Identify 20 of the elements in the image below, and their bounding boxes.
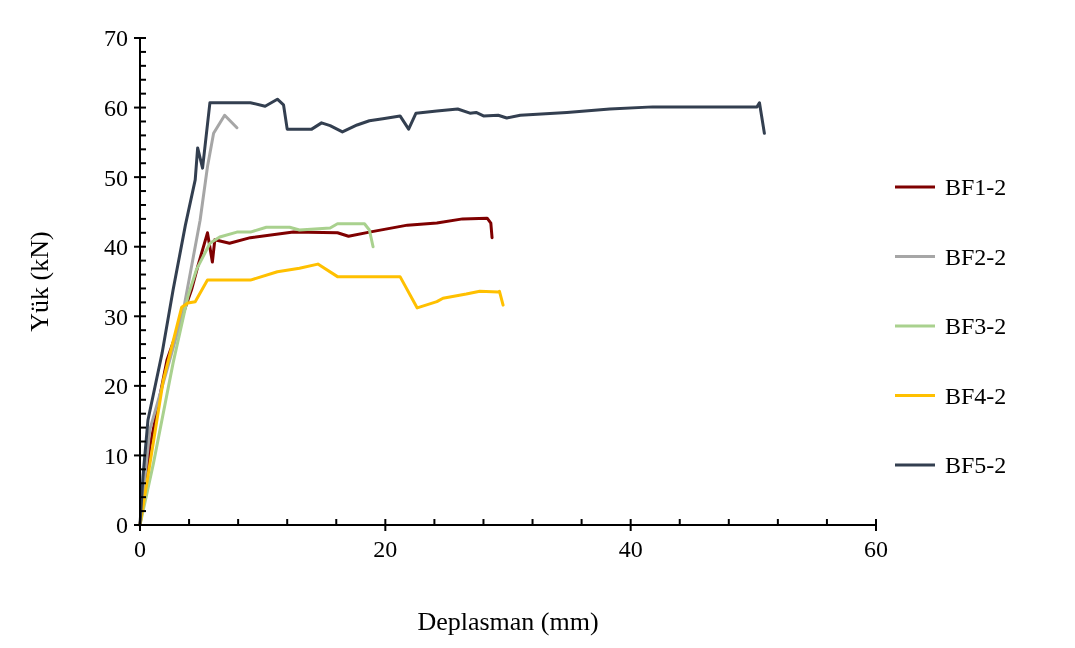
legend-label: BF1-2 [945,174,1007,201]
y-tick-label: 20 [104,373,128,400]
y-tick-label: 60 [104,94,128,121]
y-axis-title: Yük (kN) [25,231,54,332]
y-tick-label: 0 [116,512,128,539]
line-series [138,97,766,527]
y-tick-label: 40 [104,234,128,261]
legend-label: BF4-2 [945,382,1007,409]
x-tick-label: 0 [134,536,146,562]
y-tick-label: 30 [104,303,128,330]
y-tick-label: 10 [104,442,128,469]
legend-label: BF5-2 [945,452,1007,479]
x-tick-label: 60 [864,536,888,562]
y-tick-label: 50 [104,164,128,191]
x-axis-title: Deplasman (mm) [417,607,599,636]
legend-label: BF2-2 [945,243,1007,270]
legend-label: BF3-2 [945,313,1007,340]
x-tick-label: 40 [618,536,643,562]
x-tick-label: 20 [373,536,398,562]
y-tick-label: 70 [104,25,128,52]
